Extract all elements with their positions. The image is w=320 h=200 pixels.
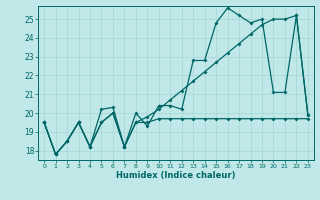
X-axis label: Humidex (Indice chaleur): Humidex (Indice chaleur)	[116, 171, 236, 180]
